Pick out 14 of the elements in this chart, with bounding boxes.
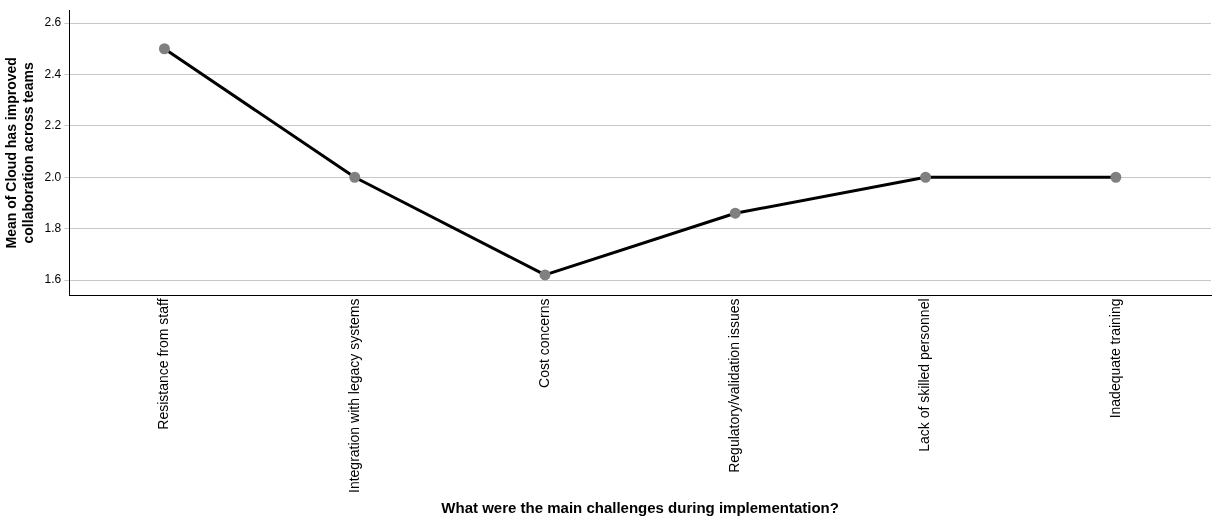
y-tick-label: 1.8 <box>44 220 62 235</box>
x-tick-label: Lack of skilled personnel <box>916 298 933 452</box>
y-tick-label: 1.6 <box>44 272 62 287</box>
x-tick-label: Inadequate training <box>1106 298 1123 419</box>
x-tick-label: Regulatory/validation issues <box>726 298 743 473</box>
x-tick-label: Integration with legacy systems <box>345 298 362 493</box>
x-tick-label: Cost concerns <box>535 298 552 388</box>
x-axis-title: What were the main challenges during implementation? <box>441 499 839 517</box>
y-tick-label: 2.0 <box>44 169 62 184</box>
y-axis-title: Mean of Cloud has improved collaboration across teams <box>3 57 37 249</box>
y-tick-label: 2.4 <box>44 66 62 81</box>
y-tick-label: 2.2 <box>44 118 62 133</box>
x-tick-label: Resistance from staff <box>155 298 172 430</box>
y-tick-label: 2.6 <box>44 15 62 30</box>
